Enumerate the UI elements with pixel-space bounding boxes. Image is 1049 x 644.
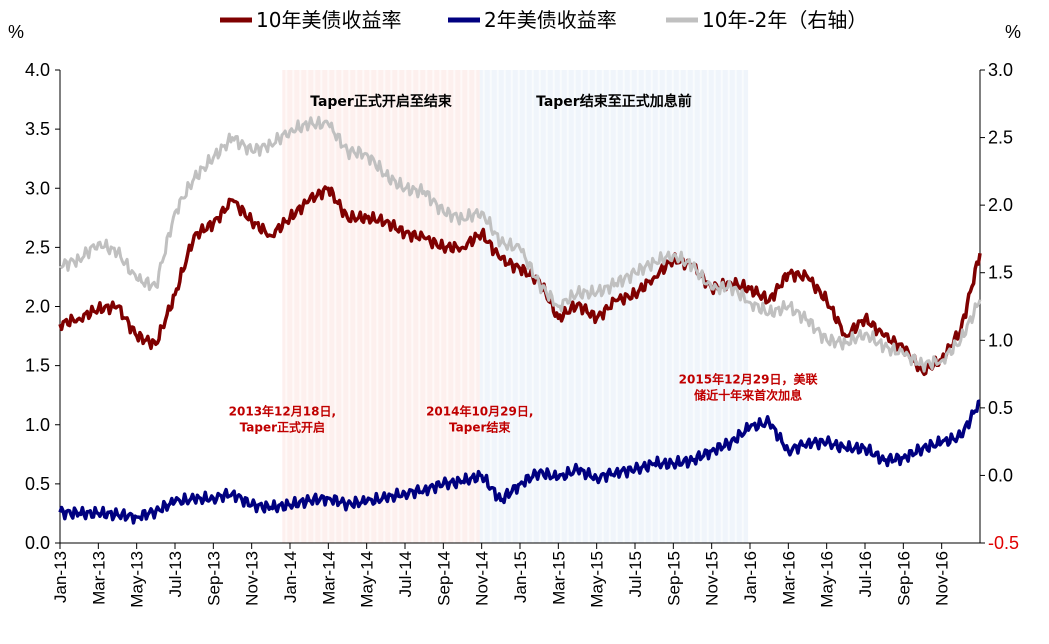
annotation-1-line-1: Taper结束 [449,419,511,434]
x-tick-label: Jul-16 [856,551,875,597]
period-labels: Taper正式开启至结束 Taper结束至正式加息前 [310,93,692,110]
x-tick-label: Sep-15 [664,551,683,606]
x-tick-label: Mar-16 [779,551,798,605]
right-tick-label: 2.5 [988,128,1013,148]
left-tick-label: 4.0 [25,60,50,80]
annotation-2-line-0: 2015年12月29日，美联 [679,371,818,386]
x-tick-label: May-15 [588,551,607,608]
x-tick-label: Sep-16 [894,551,913,606]
right-tick-label: 0.0 [988,465,1013,485]
x-tick-label: May-13 [128,551,147,608]
right-tick-label: 1.0 [988,330,1013,350]
x-tick-label: Jan-13 [51,551,70,603]
right-tick-label: 3.0 [988,60,1013,80]
x-tick-label: Nov-13 [243,551,262,606]
right-tick-label: 0.5 [988,398,1013,418]
shaded-region-1 [479,70,749,543]
legend-label-10y: 10年美债收益率 [256,8,401,32]
legend-label-2y: 2年美债收益率 [484,8,617,32]
x-tick-label: Mar-14 [319,551,338,605]
left-tick-label: 3.5 [25,119,50,139]
annotation-0-line-1: Taper正式开启 [240,419,325,434]
x-tick-label: Jan-14 [281,551,300,603]
period-label-1: Taper结束至正式加息前 [536,93,692,110]
x-tick-label: Jan-15 [511,551,530,603]
annotation-2-line-1: 储近十年来首次加息 [694,387,802,402]
x-tick-label: Jul-15 [626,551,645,597]
series-lines [58,115,982,525]
series-line-2 [59,115,982,373]
right-axis-ticks: -0.5 0.0 0.5 1.0 1.5 2.0 2.5 3.0 [980,60,1019,553]
x-tick-label: May-16 [818,551,837,608]
annotation-1-line-0: 2014年10月29日, [426,403,533,418]
right-tick-label: 1.5 [988,263,1013,283]
x-tick-label: Nov-15 [703,551,722,606]
left-tick-label: 2.0 [25,297,50,317]
series-line-1 [58,399,981,525]
annotation-0-line-0: 2013年12月18日, [229,403,336,418]
shaded-region-0 [282,70,480,543]
x-tick-label: Jul-13 [166,551,185,597]
x-axis-ticks: Jan-13 Mar-13 May-13 Jul-13 Sep-13 Nov-13 Jan-… [51,543,952,608]
x-tick-label: May-14 [358,551,377,608]
x-tick-label: Nov-14 [473,551,492,606]
x-tick-label: Sep-14 [434,551,453,606]
x-tick-label: Sep-13 [204,551,223,606]
x-tick-label: Jan-16 [741,551,760,603]
legend-label-spread: 10年-2年（右轴） [702,8,867,32]
left-tick-label: 1.5 [25,356,50,376]
left-tick-label: 3.0 [25,178,50,198]
left-tick-label: 2.5 [25,237,50,257]
x-tick-label: Nov-16 [933,551,952,606]
right-tick-label: -0.5 [988,533,1019,553]
x-tick-label: Mar-15 [549,551,568,605]
period-label-0: Taper正式开启至结束 [310,93,453,110]
annotations: 2013年12月18日,Taper正式开启 2014年10月29日,Taper结束… [229,371,818,434]
right-tick-label: 2.0 [988,195,1013,215]
x-tick-label: Jul-14 [396,551,415,597]
legend: 10年美债收益率 2年美债收益率 10年-2年（右轴） [220,8,867,32]
left-tick-label: 0.0 [25,533,50,553]
x-tick-label: Mar-13 [89,551,108,605]
left-tick-label: 0.5 [25,474,50,494]
left-axis-unit: % [8,22,24,42]
left-tick-label: 1.0 [25,415,50,435]
left-axis-ticks: 0.0 0.5 1.0 1.5 2.0 2.5 3.0 3.5 4.0 [25,60,60,553]
series-line-0 [58,185,982,377]
right-axis-unit: % [1005,22,1021,42]
shaded-regions [282,70,749,543]
